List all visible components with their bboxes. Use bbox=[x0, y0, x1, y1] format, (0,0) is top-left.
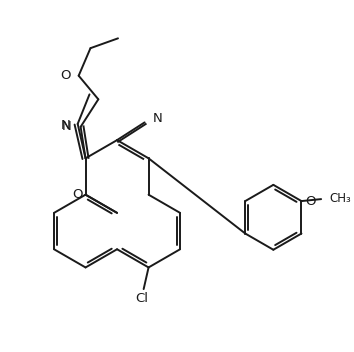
Text: Cl: Cl bbox=[135, 293, 148, 306]
Text: O: O bbox=[306, 195, 316, 208]
Text: O: O bbox=[72, 188, 82, 201]
Text: N: N bbox=[61, 119, 71, 132]
Text: N: N bbox=[153, 112, 162, 125]
Text: CH₃: CH₃ bbox=[329, 191, 351, 205]
Text: O: O bbox=[60, 69, 71, 82]
Text: N: N bbox=[62, 120, 72, 133]
